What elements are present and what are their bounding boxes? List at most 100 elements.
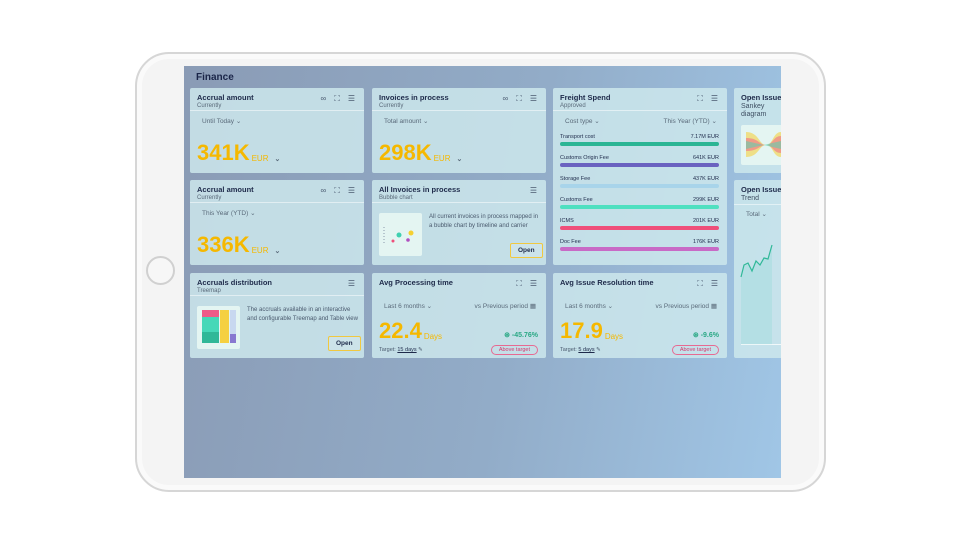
- chevron-down-icon[interactable]: ⌄: [456, 156, 463, 163]
- card-title: Avg Issue Resolution time: [560, 278, 654, 287]
- settings-sliders-icon[interactable]: ☰: [710, 279, 718, 288]
- value: 298K: [379, 140, 432, 165]
- chevron-down-icon: ⌄: [426, 303, 433, 310]
- target-value[interactable]: 5 days: [578, 347, 595, 353]
- expand-icon[interactable]: ⛶: [697, 94, 703, 103]
- bubble-chart-card: All Invoices in process Bubble chart ☰ Al…: [372, 180, 546, 265]
- target: Target: 5 days ✎: [560, 347, 601, 353]
- kpi-value: 336K EUR ⌄: [197, 232, 280, 258]
- period-dropdown[interactable]: Last 6 months ⌄: [384, 302, 432, 310]
- freight-label: Doc Fee: [560, 239, 581, 245]
- expand-icon[interactable]: ⛶: [334, 94, 340, 103]
- kpi-value: 341K EUR ⌄: [197, 140, 280, 166]
- freight-bar: [560, 142, 719, 146]
- freight-bar: [560, 247, 719, 251]
- card-title: Open Issues: [741, 185, 781, 194]
- expand-icon[interactable]: ⛶: [697, 279, 703, 288]
- settings-sliders-icon[interactable]: ☰: [529, 186, 537, 195]
- link-icon[interactable]: ∞: [320, 94, 327, 103]
- calendar-icon: ▦: [710, 303, 717, 310]
- freight-row[interactable]: Customs Origin Fee 641K EUR: [560, 155, 719, 167]
- freight-spend-card: Freight Spend Approved ⛶ ☰ Cost type ⌄ Thi…: [553, 88, 727, 265]
- freight-value: 176K EUR: [693, 239, 719, 245]
- open-button[interactable]: Open: [328, 336, 361, 351]
- unit: EUR: [251, 246, 269, 255]
- card-title: Accruals distribution: [197, 278, 273, 287]
- open-button[interactable]: Open: [510, 243, 543, 258]
- freight-value: 7.17M EUR: [690, 134, 719, 140]
- settings-sliders-icon[interactable]: ☰: [347, 94, 355, 103]
- freight-label: ICMS: [560, 218, 574, 224]
- avg-processing-time-card: Avg Processing time ⛶ ☰ Last 6 months ⌄ v…: [372, 273, 546, 358]
- card-title: All Invoices in process: [379, 185, 461, 194]
- freight-label: Transport cost: [560, 134, 595, 140]
- chevron-down-icon: ⌄: [761, 211, 767, 218]
- dashboard-screen: Finance Accrual amount Currently ∞ ⛶ ☰ Unti…: [184, 66, 781, 478]
- expand-icon[interactable]: ⛶: [516, 279, 522, 288]
- card-title: Open Issues: [741, 93, 781, 102]
- settings-sliders-icon[interactable]: ☰: [347, 186, 355, 195]
- kpi-value: 22.4 Days: [379, 318, 442, 344]
- dropdown-value: This Year (YTD): [202, 210, 249, 217]
- chevron-down-icon: ⌄: [250, 210, 256, 217]
- freight-label: Customs Fee: [560, 197, 593, 203]
- unit: EUR: [251, 154, 269, 163]
- card-title: Invoices in process: [379, 93, 449, 102]
- status-badge: Above target: [490, 345, 538, 355]
- card-subtitle: Sankey diagram: [741, 103, 767, 119]
- trend-icon: ⊛: [692, 332, 699, 339]
- link-icon[interactable]: ∞: [320, 186, 327, 195]
- freight-label: Customs Origin Fee: [560, 155, 609, 161]
- treemap-thumbnail: [197, 306, 240, 349]
- settings-sliders-icon[interactable]: ☰: [529, 279, 537, 288]
- target-label: Target:: [379, 347, 396, 353]
- freight-row[interactable]: Doc Fee 176K EUR: [560, 239, 719, 251]
- freight-bar: [560, 226, 719, 230]
- edit-icon[interactable]: ✎: [596, 347, 601, 353]
- chevron-down-icon[interactable]: ⌄: [274, 156, 281, 163]
- settings-sliders-icon[interactable]: ☰: [529, 94, 537, 103]
- sankey-thumbnail: [741, 125, 781, 165]
- chevron-down-icon[interactable]: ⌄: [274, 248, 281, 255]
- chevron-down-icon: ⌄: [594, 118, 600, 125]
- open-issues-sankey-card: Open IssuesSankey diagram: [734, 88, 781, 173]
- dropdown-value: Total amount: [384, 118, 422, 125]
- dropdown-value: Last 6 months: [565, 303, 606, 310]
- expand-icon[interactable]: ⛶: [516, 94, 522, 103]
- cost-type-dropdown[interactable]: Cost type ⌄: [565, 117, 600, 125]
- amount-dropdown[interactable]: Total amount ⌄: [384, 117, 428, 125]
- card-description: The accruals available in an interactive…: [247, 307, 358, 323]
- invoices-in-process-card: Invoices in process Currently ∞ ⛶ ☰ Total a…: [372, 88, 546, 173]
- settings-sliders-icon[interactable]: ☰: [710, 94, 718, 103]
- freight-row[interactable]: ICMS 201K EUR: [560, 218, 719, 230]
- freight-row[interactable]: Storage Fee 437K EUR: [560, 176, 719, 188]
- period-dropdown[interactable]: Until Today ⌄: [202, 117, 241, 125]
- settings-sliders-icon[interactable]: ☰: [347, 279, 355, 288]
- expand-icon[interactable]: ⛶: [334, 186, 340, 195]
- freight-bar: [560, 184, 719, 188]
- period-dropdown[interactable]: Last 6 months ⌄: [565, 302, 613, 310]
- freight-value: 299K EUR: [693, 197, 719, 203]
- card-subtitle: Currently: [197, 103, 222, 109]
- accruals-distribution-card: Accruals distribution Treemap ☰ The accru…: [190, 273, 364, 358]
- trend-icon: ⊛: [504, 332, 510, 339]
- link-icon[interactable]: ∞: [502, 94, 509, 103]
- metric-dropdown[interactable]: Total ⌄: [746, 210, 767, 218]
- home-button[interactable]: [146, 256, 175, 285]
- edit-icon[interactable]: ✎: [418, 347, 423, 353]
- freight-row[interactable]: Transport cost 7.17M EUR: [560, 134, 719, 146]
- freight-value: 641K EUR: [693, 155, 719, 161]
- period-dropdown[interactable]: This Year (YTD) ⌄: [663, 117, 717, 125]
- dropdown-value: vs Previous period: [474, 303, 529, 310]
- kpi-value: 17.9 Days: [560, 318, 623, 344]
- card-title: Accrual amount: [197, 185, 254, 194]
- comparison-dropdown[interactable]: vs Previous period ▦: [475, 302, 536, 310]
- card-subtitle: Currently: [379, 103, 404, 109]
- target-label: Target:: [560, 347, 577, 353]
- accrual-amount-ytd-card: Accrual amount Currently ∞ ⛶ ☰ This Year (Y…: [190, 180, 364, 265]
- bubble-chart-thumbnail: [379, 213, 422, 256]
- period-dropdown[interactable]: This Year (YTD) ⌄: [202, 209, 256, 217]
- comparison-dropdown[interactable]: vs Previous period ▦: [656, 302, 717, 310]
- freight-row[interactable]: Customs Fee 299K EUR: [560, 197, 719, 209]
- target-value[interactable]: 15 days: [397, 347, 417, 353]
